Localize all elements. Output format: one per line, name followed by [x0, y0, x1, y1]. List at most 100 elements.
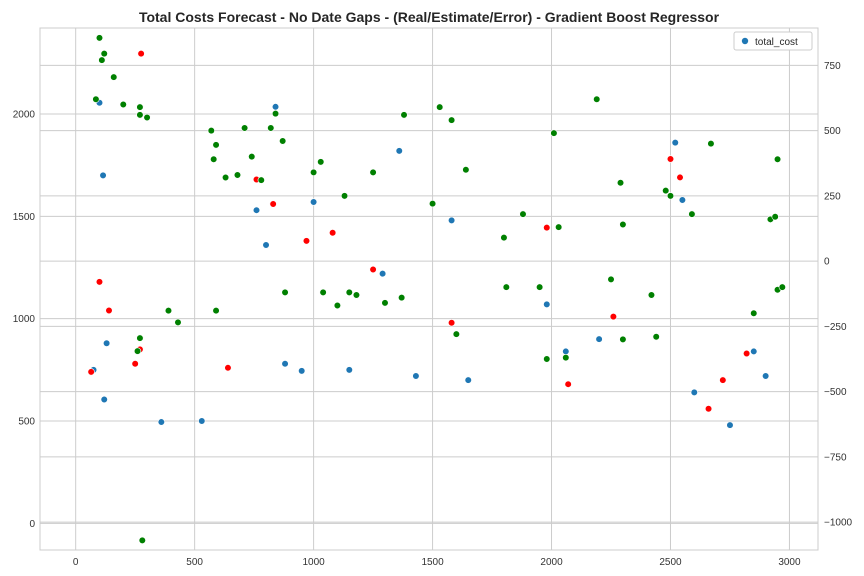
data-point	[257, 176, 265, 184]
data-point	[340, 192, 349, 200]
data-point	[267, 124, 275, 132]
data-point	[198, 417, 206, 425]
data-point	[593, 95, 601, 103]
data-point	[281, 288, 289, 296]
data-point	[707, 140, 715, 148]
data-point	[550, 129, 558, 137]
data-point	[345, 366, 353, 374]
data-point	[564, 380, 572, 388]
data-point	[773, 155, 782, 163]
data-point	[543, 300, 551, 308]
data-point	[103, 339, 111, 347]
data-point	[105, 306, 113, 315]
left-y-tick-label: 500	[18, 417, 35, 428]
right-y-tick-label: −750	[824, 452, 847, 463]
data-point	[241, 124, 249, 132]
data-point	[95, 34, 104, 42]
data-point	[379, 270, 387, 278]
data-point	[719, 376, 727, 384]
data-point	[174, 318, 182, 327]
data-point	[750, 309, 758, 317]
data-point	[298, 367, 306, 375]
right-y-tick-label: 500	[824, 126, 841, 137]
data-point	[164, 307, 173, 315]
data-point	[452, 330, 460, 338]
data-point	[448, 216, 456, 225]
data-point	[662, 187, 670, 195]
data-point	[619, 335, 627, 343]
data-points	[87, 34, 786, 544]
data-point	[143, 113, 151, 122]
data-point	[99, 171, 107, 179]
data-point	[381, 299, 389, 307]
left-y-tick-label: 2000	[13, 109, 36, 120]
data-point	[398, 294, 406, 302]
data-point	[136, 111, 144, 119]
data-point	[771, 213, 779, 221]
data-point	[400, 111, 408, 119]
data-point	[317, 158, 325, 166]
data-point	[448, 319, 456, 327]
data-point	[100, 395, 108, 404]
x-tick-label: 2000	[540, 557, 563, 568]
data-point	[329, 229, 337, 237]
data-point	[221, 173, 230, 182]
data-point	[607, 275, 615, 283]
data-point	[248, 153, 256, 161]
data-point	[157, 418, 165, 426]
left-y-tick-label: 1000	[13, 314, 36, 325]
data-point	[333, 301, 342, 310]
data-point	[666, 155, 675, 163]
data-point	[279, 137, 287, 145]
series-error	[92, 34, 786, 544]
data-point	[310, 198, 318, 206]
right-y-tick-label: 750	[824, 61, 841, 72]
data-point	[448, 116, 456, 124]
data-point	[369, 168, 377, 176]
data-point	[212, 141, 220, 149]
x-tick-label: 2500	[659, 557, 682, 568]
data-point	[688, 210, 696, 218]
right-y-tick-label: 0	[824, 257, 830, 268]
right-y-tick-label: −500	[824, 387, 847, 398]
data-point	[502, 283, 510, 291]
data-point	[436, 103, 444, 111]
data-point	[595, 335, 603, 343]
x-tick-label: 0	[73, 557, 79, 568]
data-point	[543, 355, 551, 363]
data-point	[262, 241, 270, 249]
left-y-tick-label: 1500	[13, 212, 36, 223]
legend-box	[733, 31, 813, 51]
data-point	[269, 200, 277, 208]
data-point	[136, 103, 144, 111]
data-point	[778, 283, 786, 291]
data-point	[133, 347, 142, 355]
data-point	[252, 206, 261, 214]
legend: total_cost	[733, 31, 813, 51]
data-point	[100, 49, 108, 58]
data-point	[310, 168, 318, 176]
data-point	[647, 291, 656, 299]
data-point	[762, 372, 770, 380]
data-point	[676, 173, 684, 182]
right-y-tick-label: −250	[824, 322, 847, 333]
data-point	[562, 354, 570, 362]
data-point	[345, 288, 353, 296]
data-point	[87, 368, 95, 376]
data-point	[743, 349, 751, 358]
chart-title: Total Costs Forecast - No Date Gaps - (R…	[139, 9, 720, 25]
right-y-tick-label: −1000	[824, 518, 853, 529]
data-point	[555, 223, 563, 231]
data-point	[500, 233, 508, 242]
data-point	[131, 360, 139, 368]
data-point	[302, 237, 311, 245]
data-point	[136, 334, 144, 342]
x-tick-label: 3000	[778, 557, 801, 568]
data-point	[207, 126, 215, 135]
data-point	[210, 155, 218, 163]
data-point	[137, 49, 145, 58]
right-y-axis-ticks: −1000 −750 −500 −250 0 250 500 750	[824, 61, 853, 529]
data-point	[464, 376, 472, 384]
left-y-tick-label: 0	[29, 519, 35, 530]
data-point	[609, 313, 617, 321]
